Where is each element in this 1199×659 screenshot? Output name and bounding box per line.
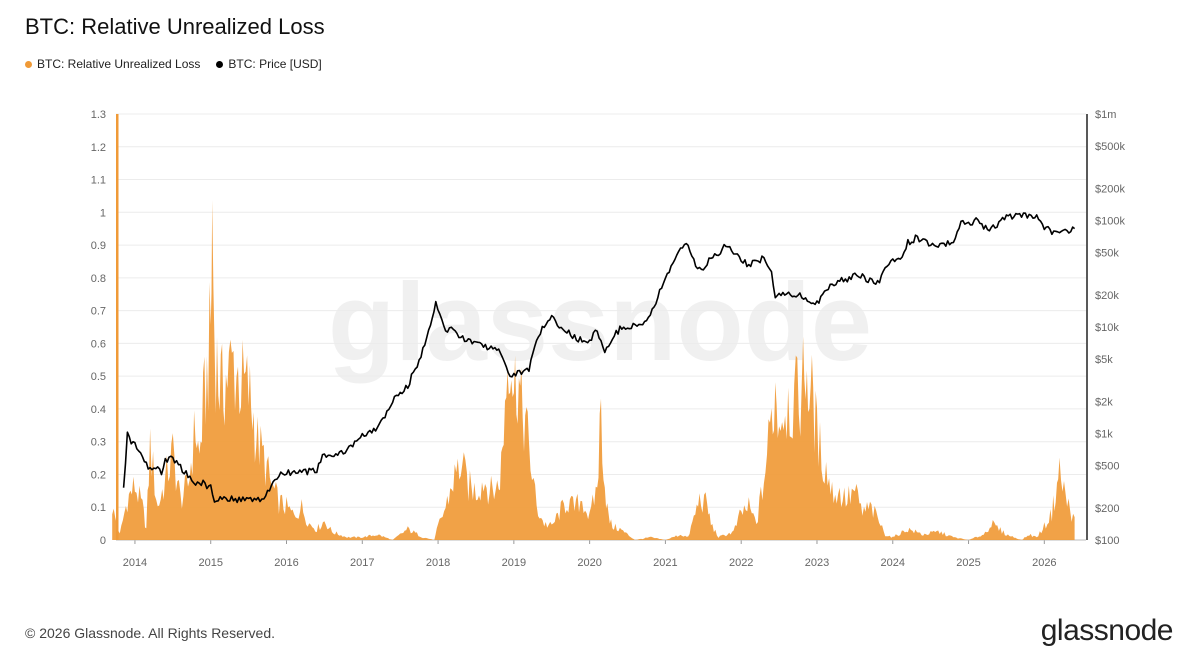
left-tick-label: 0.6 [91, 338, 106, 350]
left-tick-label: 0.3 [91, 437, 106, 449]
right-tick-label: $200k [1095, 183, 1125, 195]
legend-dot-loss [25, 60, 32, 68]
x-tick-label: 2016 [274, 557, 298, 569]
right-tick-label: $20k [1095, 290, 1119, 302]
x-tick-label: 2021 [653, 557, 677, 569]
left-tick-label: 0.9 [91, 240, 106, 252]
x-tick-label: 2018 [426, 557, 450, 569]
right-tick-label: $50k [1095, 248, 1119, 260]
right-tick-label: $2k [1095, 396, 1113, 408]
x-tick-label: 2019 [502, 557, 526, 569]
legend-label-loss: BTC: Relative Unrealized Loss [37, 57, 201, 71]
x-tick-label: 2024 [881, 557, 905, 569]
left-tick-label: 0.2 [91, 469, 106, 481]
legend-item-loss[interactable]: BTC: Relative Unrealized Loss [25, 57, 200, 71]
left-tick-label: 0.4 [91, 404, 106, 416]
left-tick-label: 1.3 [91, 109, 106, 121]
series-group [112, 114, 1076, 541]
page-title: BTC: Relative Unrealized Loss [25, 14, 325, 39]
left-tick-label: 0.1 [91, 502, 106, 514]
x-tick-label: 2015 [198, 557, 222, 569]
x-tick-label: 2023 [805, 557, 829, 569]
price-line-series [122, 212, 1076, 504]
left-tick-label: 0 [100, 535, 106, 547]
left-axis: 0 0.1 0.2 0.3 0.4 0.5 0.6 0.7 0.8 0.9 1 1.1 1.2 1.3 [91, 109, 106, 547]
right-tick-label: $1m [1095, 109, 1116, 121]
right-tick-label: $200 [1095, 503, 1119, 515]
loss-area-series [112, 200, 1075, 541]
x-tick-label: 2022 [729, 557, 753, 569]
left-tick-label: 1 [100, 207, 106, 219]
x-tick-label: 2020 [577, 557, 601, 569]
legend-label-price: BTC: Price [USD] [228, 57, 322, 71]
x-tick-label: 2026 [1032, 557, 1056, 569]
loss-start-spike [116, 114, 119, 540]
right-tick-label: $100k [1095, 216, 1125, 228]
chart-legend: BTC: Relative Unrealized Loss BTC: Price… [25, 57, 322, 71]
copyright-notice: © 2026 Glassnode. All Rights Reserved. [25, 625, 276, 641]
left-tick-label: 1.2 [91, 142, 106, 154]
legend-dot-price [216, 60, 224, 68]
right-tick-label: $5k [1095, 354, 1113, 366]
x-tick-label: 2017 [350, 557, 374, 569]
right-axis: $100 $200 $500 $1k $2k $5k $10k $20k $50k $100k $2… [1086, 109, 1125, 547]
legend-item-price[interactable]: BTC: Price [USD] [216, 57, 322, 71]
right-tick-label: $500 [1095, 461, 1119, 473]
left-tick-label: 0.5 [91, 371, 106, 383]
right-tick-label: $10k [1095, 322, 1119, 334]
x-axis: 2014 2015 2016 2017 2018 2019 2020 2021 2022 2023… [116, 539, 1086, 569]
right-tick-label: $500k [1095, 141, 1125, 153]
glassnode-logo[interactable]: glassnode [1040, 614, 1174, 647]
right-tick-label: $1k [1095, 429, 1113, 441]
right-tick-label: $100 [1095, 535, 1119, 547]
left-tick-label: 0.7 [91, 306, 106, 318]
x-tick-label: 2014 [123, 557, 147, 569]
left-tick-label: 0.8 [91, 273, 106, 285]
watermark: glassnode [328, 261, 872, 384]
left-tick-label: 1.1 [91, 175, 106, 187]
x-tick-label: 2025 [956, 557, 980, 569]
chart-canvas: glassnode 0 0.1 0.2 0.3 0.4 0.5 0.6 0.7 0.8 0.9 1 1… [91, 109, 1126, 569]
